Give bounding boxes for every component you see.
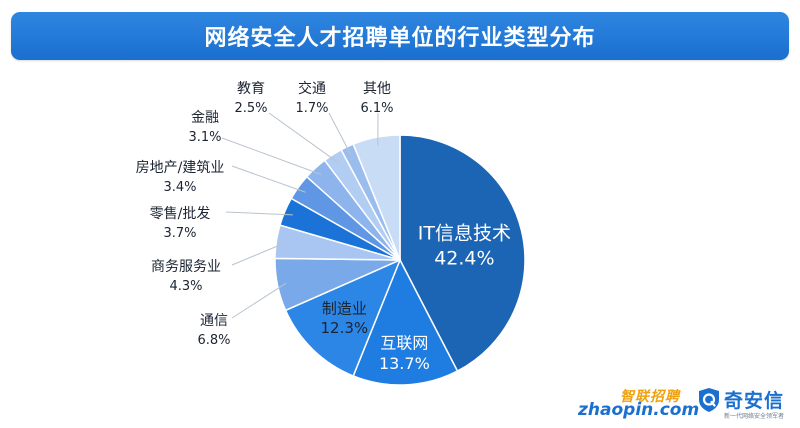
chart-title: 网络安全人才招聘单位的行业类型分布 [204,26,596,51]
slice-value: 6.1% [360,101,393,116]
slice-label: 商务服务业 [151,259,221,275]
slice-label: 交通 [298,80,326,97]
slice-label: 零售/批发 [150,206,211,222]
slice-label: 教育 [237,81,265,97]
zhaopin-logo: 智联招聘 zhaopin.com [578,389,700,420]
leader-line [231,282,287,319]
slice-label: 制造业 [322,300,367,318]
pie-slice [352,134,401,261]
shield-icon [699,388,719,412]
pie-slice [399,134,526,373]
leader-line [268,112,338,163]
leader-line [231,242,286,266]
slice-label: 金融 [191,110,219,126]
pie-slice [284,258,402,377]
slice-value: 3.1% [188,130,221,145]
leader-line [221,137,322,175]
slice-value: 13.7% [379,354,430,373]
slice-value: 3.4% [163,180,196,195]
slice-value: 1.7% [295,101,328,116]
slice-label: 房地产/建筑业 [136,160,225,176]
slice-value: 42.4% [434,247,494,269]
slice-label: 通信 [200,313,228,329]
slice-value: 3.7% [163,226,196,241]
title-bar: 网络安全人才招聘单位的行业类型分布 [11,12,789,60]
slice-label: 其他 [363,81,391,97]
slice-value: 12.3% [320,319,368,337]
slice-label: 互联网 [380,333,428,352]
slice-label: IT信息技术 [418,223,511,245]
slice-value: 4.3% [169,279,202,294]
leader-line [328,112,352,155]
pie-slice [352,258,459,386]
slice-value: 2.5% [234,101,267,116]
leader-line [225,211,293,216]
qianxin-logo: 奇安信 新一代网络安全领军者 [697,384,793,422]
leader-line [231,165,306,193]
slice-value: 6.8% [197,333,230,348]
